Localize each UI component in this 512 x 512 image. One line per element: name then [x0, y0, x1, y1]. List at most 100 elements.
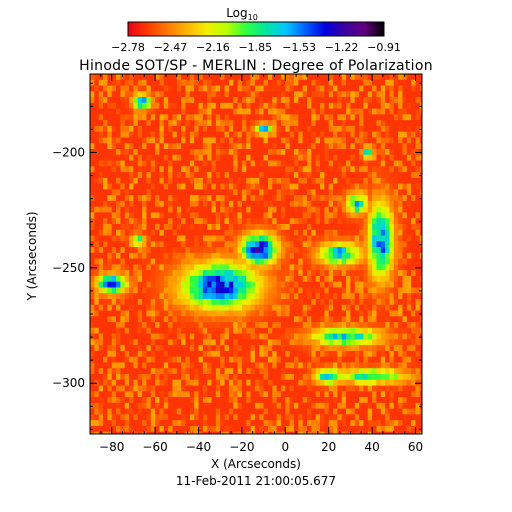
- heatmap-cell: [359, 350, 365, 358]
- heatmap-cell: [385, 414, 391, 421]
- heatmap-cell: [98, 212, 104, 219]
- heatmap-cell: [94, 402, 100, 410]
- heatmap-cell: [415, 131, 421, 139]
- heatmap-cell: [207, 212, 213, 219]
- heatmap-cell: [176, 264, 182, 271]
- heatmap-cell: [94, 212, 100, 219]
- heatmap-cell: [311, 74, 317, 81]
- heatmap-cell: [385, 385, 391, 392]
- heatmap-cell: [207, 322, 213, 329]
- heatmap-cell: [380, 333, 386, 340]
- heatmap-cell: [324, 212, 330, 219]
- heatmap-cell: [393, 172, 399, 179]
- heatmap-cell: [237, 258, 243, 265]
- heatmap-cell: [333, 420, 338, 427]
- heatmap-cell: [168, 102, 174, 110]
- heatmap-cell: [163, 172, 169, 179]
- heatmap-cell: [315, 85, 321, 92]
- heatmap-cell: [224, 264, 230, 271]
- heatmap-cell: [380, 143, 386, 150]
- heatmap-cell: [363, 281, 369, 289]
- heatmap-cell: [398, 212, 404, 219]
- heatmap-cell: [150, 200, 156, 208]
- heatmap-cell: [306, 108, 312, 115]
- heatmap-cell: [406, 420, 412, 427]
- heatmap-cell: [402, 356, 408, 364]
- heatmap-cell: [415, 235, 421, 242]
- heatmap-cell: [320, 293, 325, 300]
- heatmap-cell: [202, 189, 208, 196]
- heatmap-cell: [133, 374, 139, 381]
- heatmap-cell: [189, 229, 195, 237]
- heatmap-cell: [285, 79, 291, 87]
- heatmap-cell: [302, 339, 308, 346]
- heatmap-cell: [150, 322, 156, 329]
- heatmap-cell: [293, 293, 299, 300]
- heatmap-cell: [207, 281, 213, 289]
- heatmap-cell: [103, 345, 108, 352]
- heatmap-cell: [211, 304, 217, 312]
- heatmap-cell: [90, 97, 95, 104]
- heatmap-cell: [354, 229, 360, 237]
- heatmap-cell: [363, 114, 369, 121]
- heatmap-cell: [116, 189, 121, 196]
- heatmap-cell: [372, 102, 378, 110]
- heatmap-cell: [163, 206, 169, 214]
- heatmap-cell: [298, 368, 304, 375]
- heatmap-cell: [380, 408, 386, 415]
- heatmap-cell: [133, 414, 139, 421]
- heatmap-cell: [228, 241, 234, 248]
- heatmap-cell: [176, 177, 182, 185]
- heatmap-cell: [207, 293, 213, 300]
- heatmap-cell: [176, 333, 182, 340]
- heatmap-cell: [98, 235, 104, 242]
- heatmap-cell: [372, 270, 378, 277]
- heatmap-cell: [259, 74, 265, 81]
- heatmap-cell: [324, 120, 330, 127]
- heatmap-cell: [402, 212, 408, 219]
- heatmap-cell: [280, 189, 286, 196]
- heatmap-cell: [393, 414, 399, 421]
- heatmap-cell: [163, 385, 169, 392]
- heatmap-cell: [393, 322, 399, 329]
- heatmap-cell: [185, 316, 191, 323]
- heatmap-cell: [146, 183, 152, 190]
- heatmap-cell: [150, 229, 156, 237]
- heatmap-cell: [402, 425, 408, 433]
- heatmap-cell: [293, 85, 299, 92]
- heatmap-cell: [393, 350, 399, 358]
- heatmap-cell: [215, 299, 221, 306]
- heatmap-cell: [142, 258, 148, 265]
- heatmap-cell: [176, 85, 182, 92]
- heatmap-cell: [359, 414, 365, 421]
- heatmap-cell: [380, 310, 386, 317]
- heatmap-cell: [380, 137, 386, 144]
- heatmap-cell: [346, 195, 351, 202]
- heatmap-cell: [150, 218, 156, 225]
- heatmap-cell: [120, 212, 126, 219]
- heatmap-cell: [376, 431, 382, 434]
- heatmap-cell: [159, 264, 165, 271]
- heatmap-cell: [207, 241, 213, 248]
- heatmap-cell: [337, 379, 343, 387]
- heatmap-cell: [250, 327, 256, 335]
- heatmap-cell: [372, 374, 378, 381]
- heatmap-cell: [276, 172, 282, 179]
- heatmap-cell: [233, 189, 239, 196]
- heatmap-cell: [328, 218, 334, 225]
- heatmap-cell: [328, 316, 334, 323]
- heatmap-cell: [124, 270, 130, 277]
- heatmap-cell: [389, 275, 395, 283]
- heatmap-cell: [224, 299, 230, 306]
- heatmap-cell: [241, 316, 247, 323]
- heatmap-cell: [337, 385, 343, 392]
- heatmap-cell: [406, 391, 412, 398]
- heatmap-cell: [272, 356, 278, 364]
- heatmap-cell: [185, 252, 191, 260]
- heatmap-cell: [406, 362, 412, 369]
- heatmap-cell: [320, 235, 325, 242]
- heatmap-cell: [194, 97, 200, 104]
- heatmap-cell: [146, 97, 152, 104]
- heatmap-cell: [211, 397, 217, 404]
- heatmap-cell: [224, 252, 230, 260]
